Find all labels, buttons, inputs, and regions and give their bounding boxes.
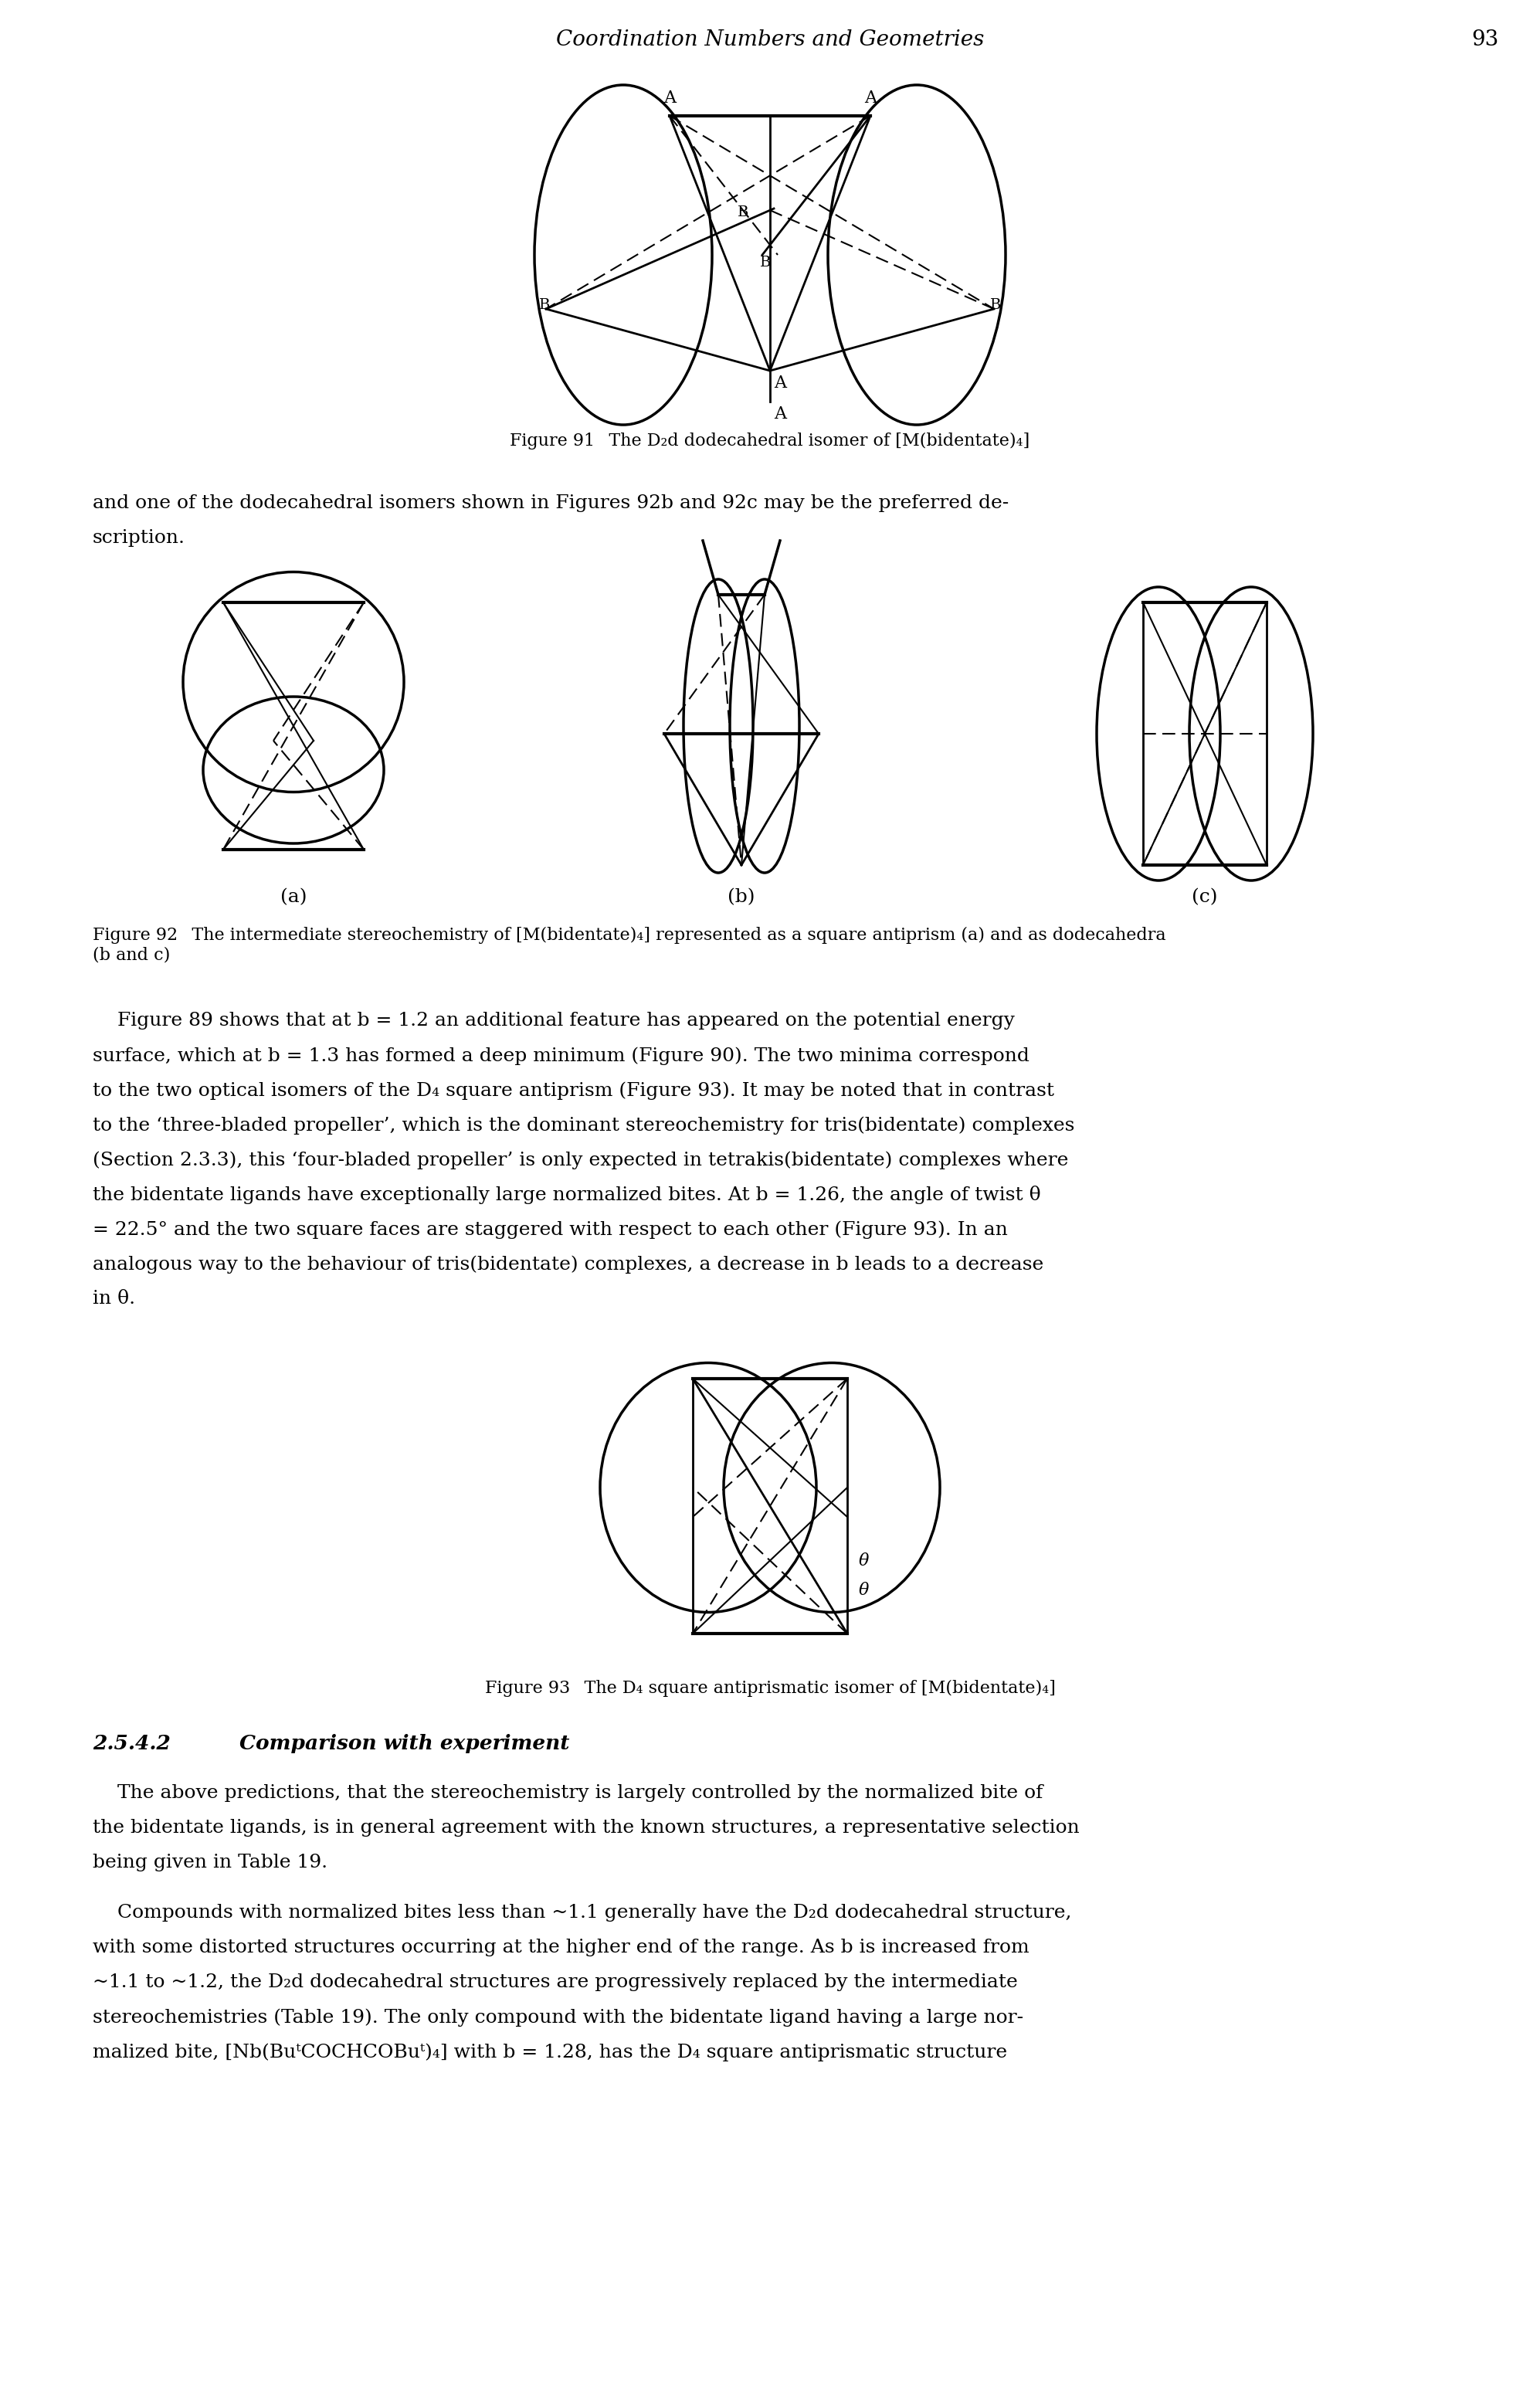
Text: Coordination Numbers and Geometries: Coordination Numbers and Geometries	[556, 29, 984, 50]
Text: (b): (b)	[728, 887, 755, 907]
Text: to the two optical isomers of the D₄ square antiprism (Figure 93). It may be not: to the two optical isomers of the D₄ squ…	[92, 1081, 1055, 1100]
Text: to the ‘three-bladed propeller’, which is the dominant stereochemistry for tris(: to the ‘three-bladed propeller’, which i…	[92, 1117, 1075, 1134]
Text: Figure 92  The intermediate stereochemistry of [M(bidentate)₄] represented as a : Figure 92 The intermediate stereochemist…	[92, 926, 1166, 964]
Text: and one of the dodecahedral isomers shown in Figures 92b and 92c may be the pref: and one of the dodecahedral isomers show…	[92, 495, 1009, 512]
Text: surface, which at b = 1.3 has formed a deep minimum (Figure 90). The two minima : surface, which at b = 1.3 has formed a d…	[92, 1048, 1029, 1064]
Text: in θ.: in θ.	[92, 1289, 136, 1308]
Text: (a): (a)	[280, 887, 306, 907]
Text: B: B	[738, 206, 748, 220]
Text: The above predictions, that the stereochemistry is largely controlled by the nor: The above predictions, that the stereoch…	[92, 1784, 1043, 1801]
Text: with some distorted structures occurring at the higher end of the range. As b is: with some distorted structures occurring…	[92, 1938, 1029, 1957]
Text: 93: 93	[1471, 29, 1498, 50]
Text: A: A	[864, 89, 876, 108]
Text: Comparison with experiment: Comparison with experiment	[239, 1734, 570, 1753]
Text: stereochemistries (Table 19). The only compound with the bidentate ligand having: stereochemistries (Table 19). The only c…	[92, 2009, 1024, 2026]
Text: ~1.1 to ~1.2, the D₂d dodecahedral structures are progressively replaced by the : ~1.1 to ~1.2, the D₂d dodecahedral struc…	[92, 1973, 1018, 1990]
Text: (Section 2.3.3), this ‘four-bladed propeller’ is only expected in tetrakis(biden: (Section 2.3.3), this ‘four-bladed prope…	[92, 1151, 1069, 1170]
Text: malized bite, [Nb(BuᵗCOCHCOBuᵗ)₄] with b = 1.28, has the D₄ square antiprismatic: malized bite, [Nb(BuᵗCOCHCOBuᵗ)₄] with b…	[92, 2043, 1007, 2062]
Text: the bidentate ligands have exceptionally large normalized bites. At b = 1.26, th: the bidentate ligands have exceptionally…	[92, 1186, 1041, 1203]
Text: θ: θ	[859, 1581, 869, 1598]
Text: Figure 89 shows that at b = 1.2 an additional feature has appeared on the potent: Figure 89 shows that at b = 1.2 an addit…	[92, 1012, 1015, 1029]
Text: = 22.5° and the two square faces are staggered with respect to each other (Figur: = 22.5° and the two square faces are sta…	[92, 1220, 1007, 1239]
Text: 2.5.4.2: 2.5.4.2	[92, 1734, 171, 1753]
Text: Figure 93  The D₄ square antiprismatic isomer of [M(bidentate)₄]: Figure 93 The D₄ square antiprismatic is…	[485, 1679, 1055, 1696]
Text: Figure 91  The D₂d dodecahedral isomer of [M(bidentate)₄]: Figure 91 The D₂d dodecahedral isomer of…	[510, 433, 1030, 450]
Text: scription.: scription.	[92, 529, 185, 548]
Text: B: B	[539, 299, 550, 311]
Text: analogous way to the behaviour of tris(bidentate) complexes, a decrease in b lea: analogous way to the behaviour of tris(b…	[92, 1256, 1044, 1273]
Text: θ: θ	[859, 1552, 869, 1569]
Text: the bidentate ligands, is in general agreement with the known structures, a repr: the bidentate ligands, is in general agr…	[92, 1818, 1080, 1837]
Text: A: A	[775, 376, 787, 392]
Text: Compounds with normalized bites less than ~1.1 generally have the D₂d dodecahedr: Compounds with normalized bites less tha…	[92, 1904, 1072, 1921]
Text: A: A	[775, 407, 787, 423]
Text: B: B	[759, 256, 772, 270]
Text: A: A	[664, 89, 676, 108]
Text: (c): (c)	[1192, 887, 1218, 907]
Text: B: B	[990, 299, 1001, 311]
Text: being given in Table 19.: being given in Table 19.	[92, 1854, 328, 1871]
